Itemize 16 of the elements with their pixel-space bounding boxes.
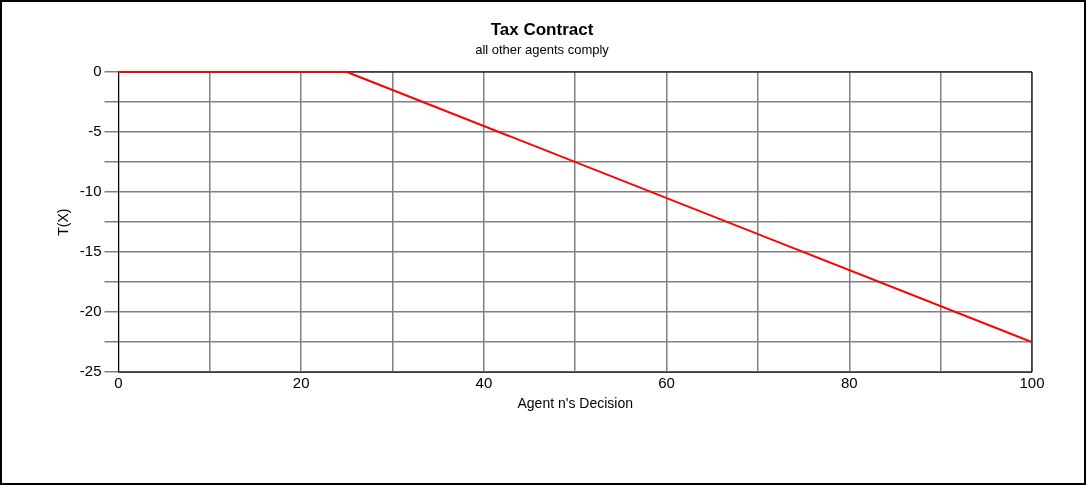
x-tick-label: 40 [475, 374, 493, 392]
x-tick-label: 80 [840, 374, 858, 392]
chart-title: Tax Contract [490, 19, 594, 39]
y-tick-label: -5 [88, 122, 102, 140]
y-tick-label: -15 [79, 242, 102, 260]
chart-subtitle: all other agents comply [475, 41, 610, 57]
x-tick-label: 100 [1019, 374, 1045, 392]
y-tick-label: -10 [79, 182, 102, 200]
x-tick-label: 20 [292, 374, 310, 392]
y-tick-label: -25 [79, 362, 102, 380]
y-axis-title: T(X) [55, 208, 72, 236]
x-axis-title: Agent n's Decision [517, 395, 633, 412]
x-tick-label: 0 [114, 374, 123, 392]
x-tick-label: 60 [658, 374, 675, 392]
y-tick-label: 0 [93, 62, 102, 80]
y-tick-label: -20 [79, 302, 102, 320]
